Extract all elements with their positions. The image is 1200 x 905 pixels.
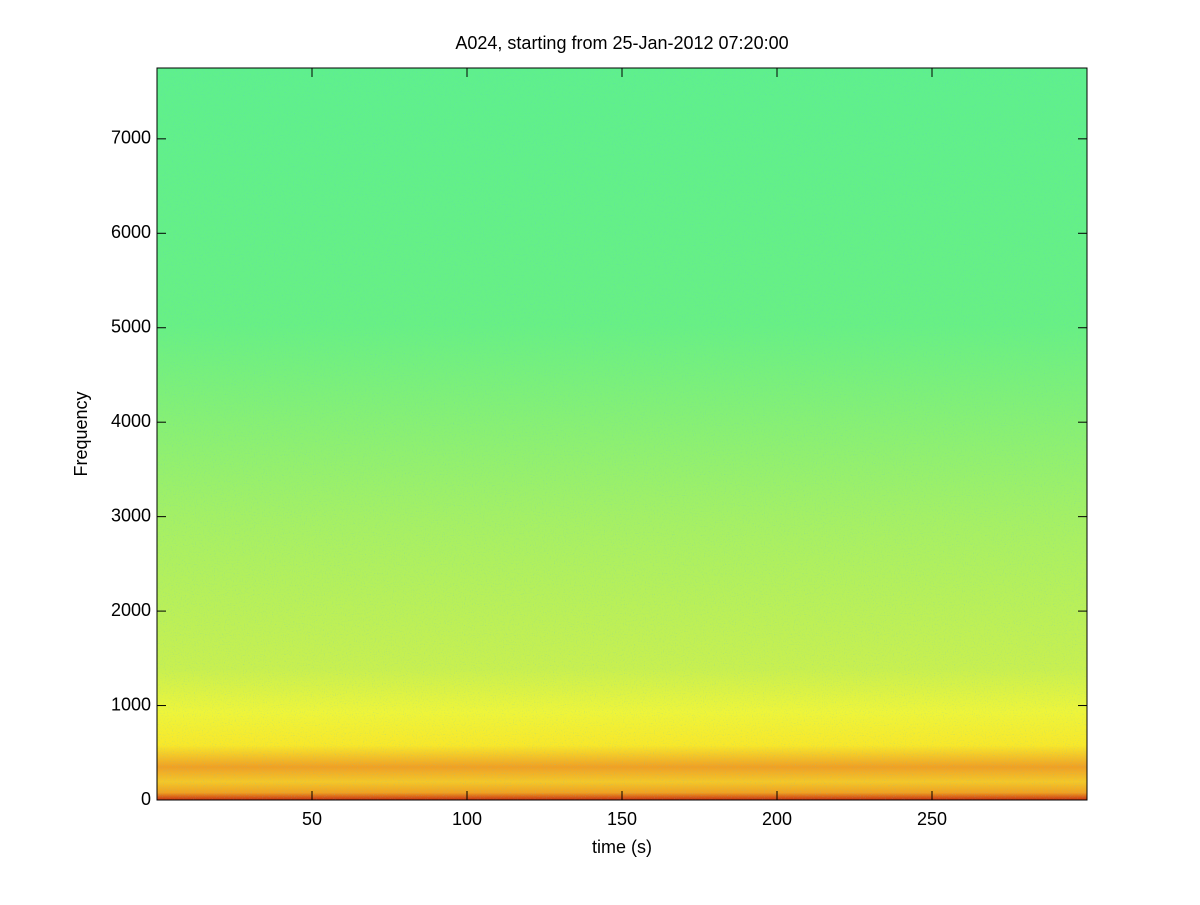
x-tick-label: 150: [607, 809, 637, 829]
y-tick-label: 2000: [111, 600, 151, 620]
x-axis-label: time (s): [592, 837, 652, 857]
spectrogram-texture: [157, 68, 1087, 800]
x-tick-label: 100: [452, 809, 482, 829]
y-tick-label: 0: [141, 789, 151, 809]
x-tick-label: 200: [762, 809, 792, 829]
chart-title: A024, starting from 25-Jan-2012 07:20:00: [455, 33, 788, 53]
x-tick-label: 50: [302, 809, 322, 829]
y-axis-label: Frequency: [71, 391, 91, 476]
y-tick-label: 1000: [111, 694, 151, 714]
y-tick-label: 4000: [111, 411, 151, 431]
y-tick-label: 6000: [111, 222, 151, 242]
y-tick-label: 5000: [111, 316, 151, 336]
y-tick-label: 3000: [111, 505, 151, 525]
x-tick-label: 250: [917, 809, 947, 829]
y-tick-label: 7000: [111, 128, 151, 148]
